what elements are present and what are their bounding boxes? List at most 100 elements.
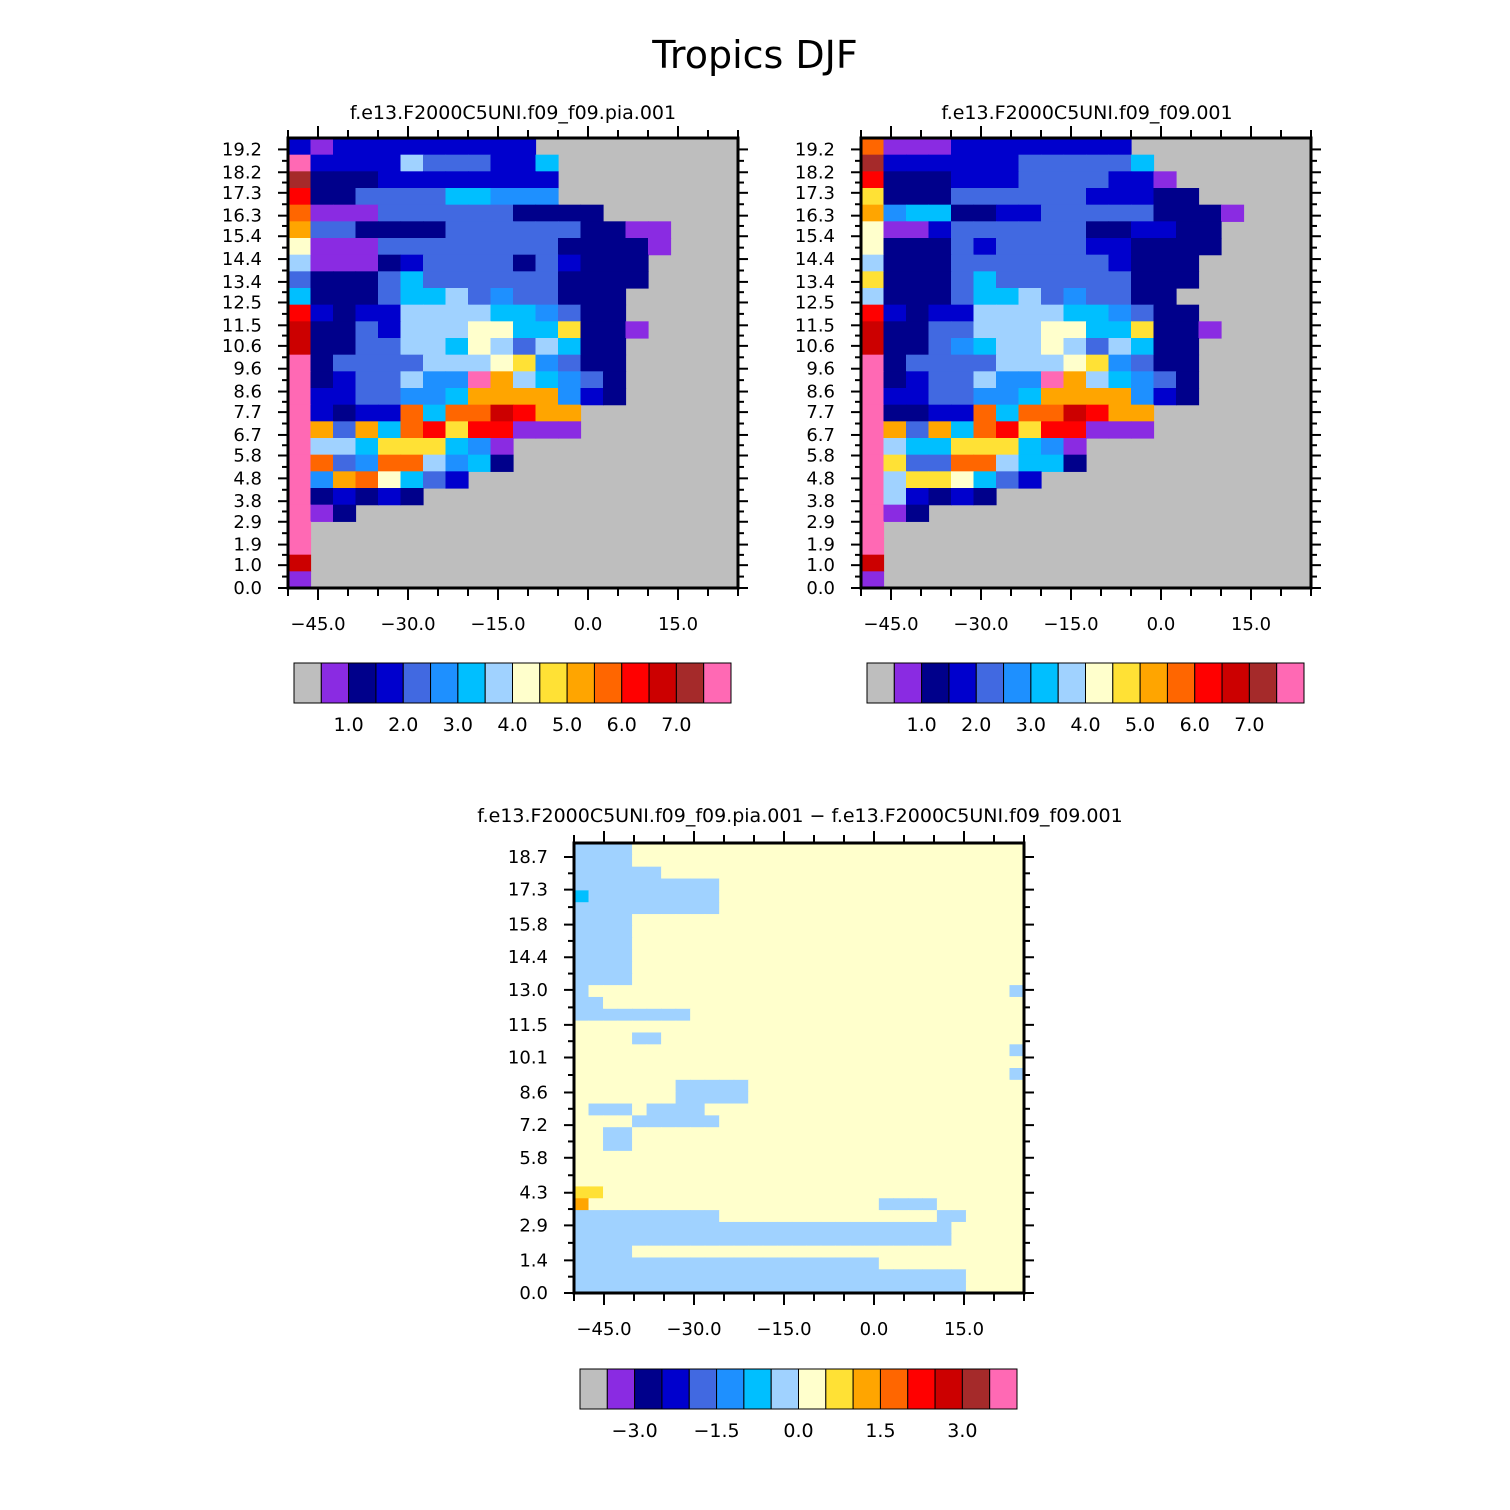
- heatmap-cell: [1041, 188, 1065, 206]
- heatmap-cell: [690, 890, 706, 903]
- heatmap-cell: [951, 404, 975, 422]
- heatmap-cell: [748, 890, 764, 903]
- y-tick-label: 1.4: [519, 1250, 548, 1271]
- heatmap-cell: [922, 843, 938, 856]
- heatmap-cell: [675, 1186, 691, 1199]
- y-tick-label: 16.3: [222, 206, 262, 227]
- panel-title: f.e13.F2000C5UNI.f09_f09.pia.001 − f.e13…: [477, 805, 1122, 827]
- heatmap-cell: [675, 1103, 691, 1116]
- colorbar-swatch: [743, 1368, 772, 1410]
- heatmap-cell: [835, 854, 851, 868]
- heatmap-cell: [936, 1056, 953, 1069]
- colorbar-swatch: [375, 662, 404, 704]
- heatmap-cell: [558, 271, 582, 289]
- heatmap-cell: [973, 204, 997, 222]
- heatmap-cell: [777, 949, 793, 963]
- heatmap-cell: [490, 221, 514, 239]
- heatmap-cell: [646, 1221, 662, 1235]
- heatmap-cell: [558, 221, 582, 239]
- y-tick-label: 8.6: [806, 382, 835, 403]
- heatmap-cell: [973, 171, 997, 189]
- heatmap-cell: [849, 1139, 865, 1152]
- heatmap-cell: [1176, 388, 1200, 406]
- heatmap-cell: [893, 1257, 909, 1270]
- heatmap-cell: [603, 1162, 619, 1176]
- heatmap-cell: [1009, 878, 1025, 891]
- heatmap-cell: [513, 388, 537, 406]
- heatmap-cell: [806, 1127, 822, 1140]
- heatmap-cell: [777, 985, 793, 998]
- heatmap-cell: [704, 854, 720, 868]
- heatmap-cell: [632, 902, 648, 915]
- y-tick-label: 9.6: [806, 359, 835, 380]
- heatmap-cell: [288, 321, 312, 339]
- heatmap-cell: [490, 288, 514, 306]
- heatmap-cell: [994, 1150, 1011, 1164]
- heatmap-cell: [893, 925, 909, 939]
- heatmap-cell: [603, 354, 627, 372]
- heatmap-cell: [574, 902, 590, 915]
- heatmap-cell: [400, 371, 424, 389]
- heatmap-cell: [1009, 1091, 1025, 1105]
- heatmap-cell: [661, 866, 677, 880]
- heatmap-cell: [980, 1162, 996, 1176]
- heatmap-cell: [400, 404, 424, 422]
- heatmap-cell: [1131, 188, 1155, 206]
- heatmap-cell: [864, 1257, 880, 1270]
- heatmap-cell: [835, 996, 851, 1010]
- heatmap-cell: [951, 271, 975, 289]
- heatmap-cell: [820, 1044, 836, 1057]
- heatmap-cell: [513, 204, 537, 222]
- heatmap-cell: [835, 1079, 851, 1093]
- heatmap-cell: [922, 1245, 938, 1259]
- y-tick-label: 2.9: [806, 512, 835, 533]
- colorbar-swatch: [948, 662, 977, 704]
- heatmap-cell: [965, 973, 982, 986]
- heatmap-cell: [777, 1186, 793, 1199]
- heatmap-cell: [333, 371, 357, 389]
- heatmap-cell: [574, 949, 590, 963]
- heatmap-cell: [535, 371, 559, 389]
- heatmap-cell: [791, 1221, 807, 1235]
- heatmap-cell: [965, 1198, 982, 1211]
- heatmap-cell: [580, 304, 604, 322]
- heatmap-cell: [864, 1269, 880, 1282]
- heatmap-cell: [333, 404, 357, 422]
- colorbar-swatch: [893, 662, 923, 704]
- heatmap-cell: [704, 1139, 720, 1152]
- heatmap-cell: [445, 138, 469, 156]
- heatmap-cell: [1176, 338, 1200, 356]
- heatmap-cell: [1009, 1068, 1025, 1081]
- heatmap-cell: [719, 1115, 735, 1128]
- y-tick-label: 10.6: [795, 336, 835, 357]
- heatmap-cell: [378, 371, 402, 389]
- heatmap-cell: [310, 271, 334, 289]
- heatmap-cell: [1153, 221, 1177, 239]
- heatmap-cell: [646, 1139, 662, 1152]
- heatmap-cell: [878, 866, 894, 880]
- heatmap-cell: [883, 188, 907, 206]
- heatmap-cell: [378, 288, 402, 306]
- heatmap-cell: [288, 521, 312, 539]
- heatmap-cell: [748, 985, 764, 998]
- heatmap-cell: [445, 354, 469, 372]
- heatmap-cell: [617, 1233, 633, 1247]
- heatmap-cell: [996, 288, 1020, 306]
- heatmap-cell: [1063, 404, 1087, 422]
- heatmap-cell: [445, 254, 469, 272]
- heatmap-cell: [468, 204, 492, 222]
- y-tick-label: 12.5: [222, 292, 262, 313]
- heatmap-cell: [603, 271, 627, 289]
- heatmap-cell: [820, 1115, 836, 1128]
- heatmap-cell: [791, 914, 807, 927]
- heatmap-cell: [513, 171, 537, 189]
- heatmap-cell: [646, 1056, 662, 1069]
- heatmap-cell: [762, 1162, 778, 1176]
- heatmap-cell: [719, 1091, 735, 1105]
- axis-ticks: −45.0 −30.0 −15.0 0.0 15.00.01.01.92.93.84.8…: [795, 126, 1321, 635]
- colorbar-swatch: [293, 662, 322, 704]
- heatmap-cell: [661, 1150, 677, 1164]
- heatmap-cell: [922, 1221, 938, 1235]
- heatmap-cell: [675, 1210, 691, 1223]
- heatmap-cell: [980, 878, 996, 891]
